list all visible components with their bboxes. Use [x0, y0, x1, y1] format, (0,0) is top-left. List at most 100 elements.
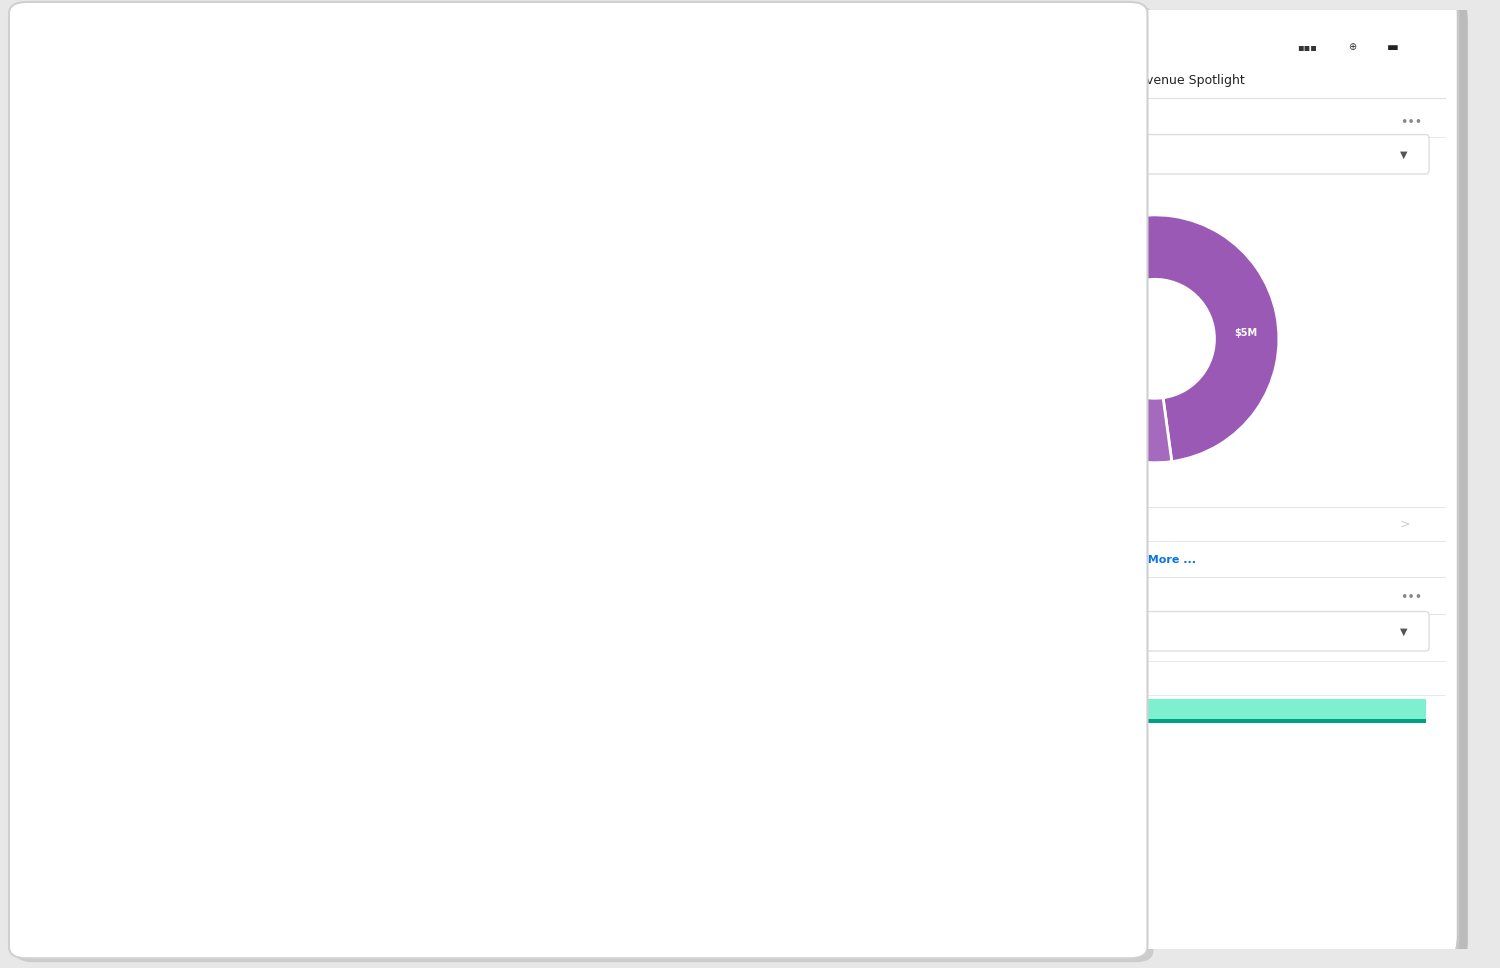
Text: ⋮: ⋮ — [1086, 515, 1100, 529]
FancyBboxPatch shape — [106, 207, 452, 499]
Text: Help: Help — [1064, 123, 1095, 137]
Text: •••: ••• — [1400, 116, 1422, 129]
Text: Contract Value by Region - Custom: Contract Value by Region - Custom — [897, 592, 1114, 602]
Y-axis label: Count: Count — [738, 709, 747, 738]
Bar — [927, 145, 950, 166]
Wedge shape — [1059, 230, 1126, 301]
Wedge shape — [1047, 368, 1112, 425]
Wedge shape — [1094, 219, 1140, 287]
Text: Age and Gender Distribution: Age and Gender Distribution — [482, 233, 651, 246]
Wedge shape — [1124, 215, 1280, 462]
Text: Revenue Amount: Revenue Amount — [897, 519, 987, 529]
Text: -7%: -7% — [312, 420, 338, 433]
Bar — [400, 681, 462, 873]
Circle shape — [986, 27, 1130, 39]
Text: ⋮: ⋮ — [1088, 229, 1101, 242]
Bar — [987, 670, 1024, 737]
Text: ⋮: ⋮ — [426, 229, 438, 242]
Bar — [884, 699, 1426, 723]
Text: ▬: ▬ — [1388, 41, 1400, 54]
Text: ▪▪▪: ▪▪▪ — [1298, 43, 1317, 52]
Text: $5M: $5M — [1234, 327, 1257, 338]
Text: ≡: ≡ — [1095, 168, 1108, 184]
Bar — [884, 718, 1426, 723]
Text: View More ...: View More ... — [1114, 555, 1196, 565]
Bar — [292, 705, 352, 873]
Wedge shape — [1030, 332, 1096, 363]
FancyBboxPatch shape — [880, 612, 1430, 651]
Text: ▼: ▼ — [1400, 149, 1407, 160]
Text: Edit: Edit — [939, 123, 966, 137]
Bar — [510, 647, 570, 873]
Bar — [903, 621, 926, 643]
Text: Female in Success - Compa: Female in Success - Compa — [830, 233, 992, 246]
Text: 1: 1 — [1054, 28, 1060, 38]
Text: 1.0: 1.0 — [662, 380, 682, 394]
Text: >: > — [1400, 518, 1410, 530]
Text: ▼: ▼ — [1400, 626, 1407, 636]
Text: Pay for Performance: Pay for Performance — [138, 526, 292, 538]
Wedge shape — [1034, 350, 1102, 400]
FancyBboxPatch shape — [774, 499, 1128, 916]
Bar — [903, 145, 926, 166]
Text: Variance: Variance — [195, 421, 244, 432]
Bar — [620, 638, 680, 873]
Text: 1 item: 1 item — [754, 244, 782, 253]
Y-axis label: Avg Base Pay ($): Avg Base Pay ($) — [94, 682, 105, 764]
Text: ⬜: ⬜ — [1062, 517, 1068, 527]
FancyBboxPatch shape — [836, 0, 1458, 967]
Text: 1.2: 1.2 — [621, 295, 710, 344]
FancyBboxPatch shape — [336, 32, 777, 83]
Text: ⌂: ⌂ — [975, 73, 984, 87]
Text: 1 item: 1 item — [405, 244, 432, 253]
Text: ←: ← — [910, 73, 922, 87]
Text: $50M: $50M — [1112, 274, 1144, 285]
Text: Revenue Spotlight: Revenue Spotlight — [1130, 74, 1245, 86]
FancyBboxPatch shape — [876, 110, 1031, 150]
Bar — [1064, 620, 1101, 670]
Text: ◆: ◆ — [158, 301, 188, 339]
Text: ○    🔔    📋: ○ 🔔 📋 — [966, 50, 1029, 65]
FancyBboxPatch shape — [806, 207, 1125, 499]
Y-axis label: Headcount (+/-): Headcount (+/-) — [788, 686, 796, 770]
FancyBboxPatch shape — [846, 0, 1468, 968]
Text: 50%: 50% — [312, 380, 340, 394]
Wedge shape — [1032, 294, 1100, 336]
Text: 43%: 43% — [256, 295, 375, 344]
Text: W: W — [116, 58, 141, 78]
Text: 1 item: 1 item — [1064, 244, 1090, 253]
Text: 12:00: 12:00 — [897, 41, 934, 54]
X-axis label: Movement Metrics: Movement Metrics — [908, 898, 1029, 912]
FancyBboxPatch shape — [106, 499, 771, 916]
Text: ⊙: ⊙ — [48, 170, 63, 188]
Text: Workforce Analysis: Workforce Analysis — [69, 121, 280, 139]
Text: All: All — [968, 149, 981, 160]
Wedge shape — [1089, 389, 1142, 459]
Text: Q  Search: Q Search — [380, 51, 441, 64]
Text: Headcount Walk (+/-): Headcount Walk (+/-) — [798, 526, 958, 538]
Text: Variance: Variance — [546, 421, 594, 432]
Text: Target: Target — [195, 382, 231, 392]
Text: US - Southeast: US - Southeast — [897, 673, 974, 683]
Text: ⬜: ⬜ — [648, 517, 654, 527]
Bar — [836, 620, 873, 670]
Text: All: All — [942, 626, 956, 636]
Text: ≡  MENU: ≡ MENU — [51, 51, 106, 64]
Wedge shape — [1125, 397, 1172, 463]
Text: 10 items: 10 items — [1062, 531, 1100, 540]
Text: % Female in Leadership: % Female in Leadership — [132, 233, 273, 246]
Text: ⋮: ⋮ — [776, 229, 788, 242]
Text: ⋮: ⋮ — [693, 515, 705, 529]
Text: Workforce Analysis: Workforce Analysis — [142, 169, 270, 183]
Circle shape — [494, 296, 550, 344]
FancyBboxPatch shape — [456, 207, 801, 499]
Wedge shape — [1065, 380, 1124, 444]
Text: ⬜: ⬜ — [754, 231, 760, 241]
X-axis label: Rating - Current: Rating - Current — [378, 937, 484, 951]
Text: 0.2: 0.2 — [662, 420, 682, 433]
Text: ⬜: ⬜ — [405, 231, 411, 241]
Bar — [183, 683, 243, 873]
Text: Revenue for Top 10 Customers CQ: Revenue for Top 10 Customers CQ — [897, 117, 1110, 128]
Text: •••: ••• — [1400, 591, 1422, 604]
FancyBboxPatch shape — [880, 135, 1430, 174]
